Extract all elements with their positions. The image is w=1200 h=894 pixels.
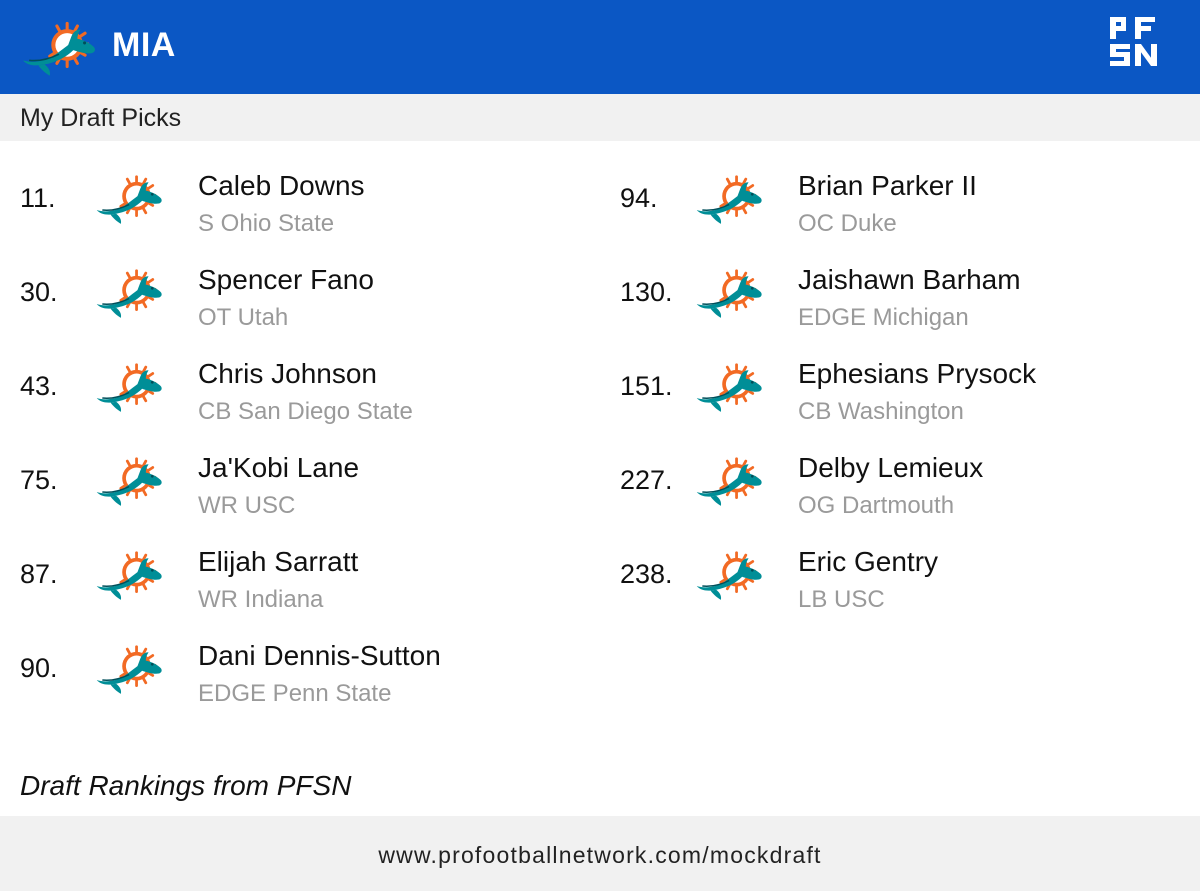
player-name: Dani Dennis-Sutton — [198, 640, 441, 671]
dolphins-logo-icon — [94, 358, 168, 414]
dolphins-logo-icon — [694, 452, 768, 508]
dolphins-logo-icon — [694, 264, 768, 320]
dolphins-logo-icon — [694, 358, 768, 414]
pick-number: 227. — [620, 465, 673, 495]
pick-number: 75. — [20, 465, 58, 495]
pick-number: 30. — [20, 277, 58, 307]
pick-row: 11. Caleb Downs S Ohio State — [20, 160, 580, 254]
pick-number: 151. — [620, 371, 673, 401]
pick-row: 227. Delby Lemieux OG Dartmouth — [620, 442, 1180, 536]
pick-number: 130. — [620, 277, 673, 307]
dolphins-logo-icon — [20, 14, 102, 80]
dolphins-logo-icon — [694, 546, 768, 602]
subheader-bar: My Draft Picks — [0, 94, 1200, 141]
dolphins-logo-icon — [94, 264, 168, 320]
pick-row: 151. Ephesians Prysock CB Washington — [620, 348, 1180, 442]
player-position-school: OG Dartmouth — [798, 492, 955, 519]
player-position-school: EDGE Penn State — [198, 680, 392, 707]
player-position-school: WR USC — [198, 492, 296, 519]
picks-column-right: 94. Brian Parker II OC Duke 130. Jaishaw… — [620, 160, 1180, 630]
player-position-school: WR Indiana — [198, 586, 324, 613]
pfsn-logo-icon — [1110, 17, 1157, 66]
player-name: Eric Gentry — [798, 546, 939, 577]
pick-number: 43. — [20, 371, 58, 401]
pick-row: 90. Dani Dennis-Sutton EDGE Penn State — [20, 630, 580, 724]
dolphins-logo-icon — [94, 170, 168, 226]
player-name: Chris Johnson — [198, 358, 377, 389]
page-title: My Draft Picks — [20, 104, 182, 132]
dolphins-logo-icon — [94, 546, 168, 602]
player-position-school: OT Utah — [198, 304, 289, 331]
player-name: Brian Parker II — [798, 170, 977, 201]
picks-column-left: 11. Caleb Downs S Ohio State 30. Spencer… — [20, 160, 580, 724]
pick-row: 238. Eric Gentry LB USC — [620, 536, 1180, 630]
footer-url: www.profootballnetwork.com/mockdraft — [378, 842, 822, 868]
pick-row: 75. Ja'Kobi Lane WR USC — [20, 442, 580, 536]
team-header: MIA — [0, 0, 1200, 94]
pick-row: 87. Elijah Sarratt WR Indiana — [20, 536, 580, 630]
player-name: Ephesians Prysock — [798, 358, 1037, 389]
pick-row: 130. Jaishawn Barham EDGE Michigan — [620, 254, 1180, 348]
dolphins-logo-icon — [94, 640, 168, 696]
pick-number: 87. — [20, 559, 58, 589]
pick-number: 94. — [620, 183, 658, 213]
player-name: Jaishawn Barham — [798, 264, 1021, 295]
dolphins-logo-icon — [94, 452, 168, 508]
player-position-school: LB USC — [798, 586, 885, 613]
player-position-school: S Ohio State — [198, 210, 335, 237]
player-name: Caleb Downs — [198, 170, 365, 201]
player-name: Spencer Fano — [198, 264, 374, 295]
pick-number: 238. — [620, 559, 673, 589]
pick-row: 30. Spencer Fano OT Utah — [20, 254, 580, 348]
footer-bar: www.profootballnetwork.com/mockdraft — [0, 816, 1200, 891]
player-name: Ja'Kobi Lane — [198, 452, 360, 483]
dolphins-logo-icon — [694, 170, 768, 226]
pick-number: 11. — [20, 183, 56, 213]
team-abbreviation: MIA — [112, 26, 176, 64]
player-position-school: EDGE Michigan — [798, 304, 969, 331]
pick-row: 94. Brian Parker II OC Duke — [620, 160, 1180, 254]
player-position-school: CB San Diego State — [198, 398, 413, 425]
player-position-school: OC Duke — [798, 210, 897, 237]
pick-number: 90. — [20, 653, 58, 683]
pick-row: 43. Chris Johnson CB San Diego State — [20, 348, 580, 442]
player-position-school: CB Washington — [798, 398, 964, 425]
player-name: Delby Lemieux — [798, 452, 984, 483]
player-name: Elijah Sarratt — [198, 546, 359, 577]
draft-rankings-source: Draft Rankings from PFSN — [20, 770, 352, 801]
